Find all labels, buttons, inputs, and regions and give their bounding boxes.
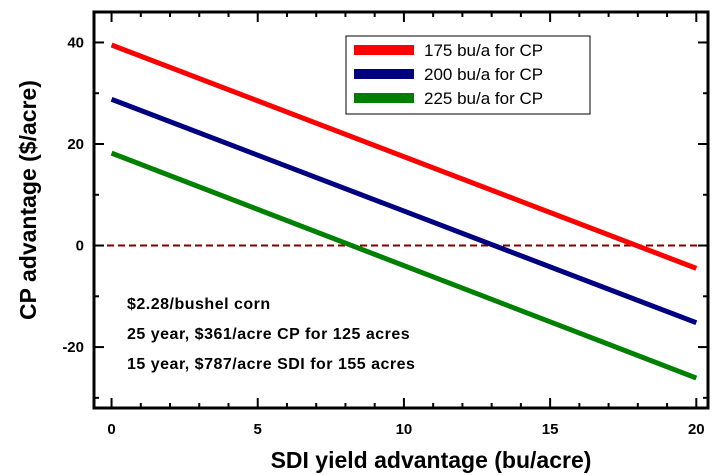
x-axis-title: SDI yield advantage (bu/acre) (271, 447, 592, 473)
plot-frame (92, 10, 710, 410)
axes (92, 10, 710, 410)
y-axis-title: CP advantage ($/acre) (15, 80, 41, 320)
y-tick-label: 0 (76, 238, 84, 255)
annotation-line-1: $2.28/bushel corn (127, 296, 271, 313)
x-tick-label: 0 (107, 421, 115, 438)
legend-label-3: 225 bu/a for CP (424, 89, 543, 108)
x-tick-label: 15 (542, 421, 559, 438)
legend-label-1: 175 bu/a for CP (424, 41, 543, 60)
plot-area (96, 42, 706, 381)
y-tick-label: 20 (67, 136, 84, 153)
annotation-block: $2.28/bushel corn 25 year, $361/acre CP f… (127, 296, 415, 373)
x-tick-label: 5 (254, 421, 262, 438)
legend-swatch-1 (354, 45, 414, 55)
ticks: 0 5 10 15 20 -20 0 20 40 (62, 12, 708, 438)
series-line-3 (110, 150, 698, 381)
legend: 175 bu/a for CP 200 bu/a for CP 225 bu/a f… (345, 35, 591, 115)
series-line-1 (110, 42, 698, 271)
legend-swatch-3 (354, 93, 414, 103)
legend-label-2: 200 bu/a for CP (424, 65, 543, 84)
series-line-2 (110, 96, 698, 326)
y-tick-label: -20 (62, 339, 84, 356)
annotation-line-2: 25 year, $361/acre CP for 125 acres (127, 326, 410, 343)
x-tick-label: 10 (396, 421, 413, 438)
x-tick-label: 20 (688, 421, 705, 438)
annotation-line-3: 15 year, $787/acre SDI for 155 acres (127, 356, 415, 373)
legend-swatch-2 (354, 69, 414, 79)
y-tick-label: 40 (67, 34, 84, 51)
